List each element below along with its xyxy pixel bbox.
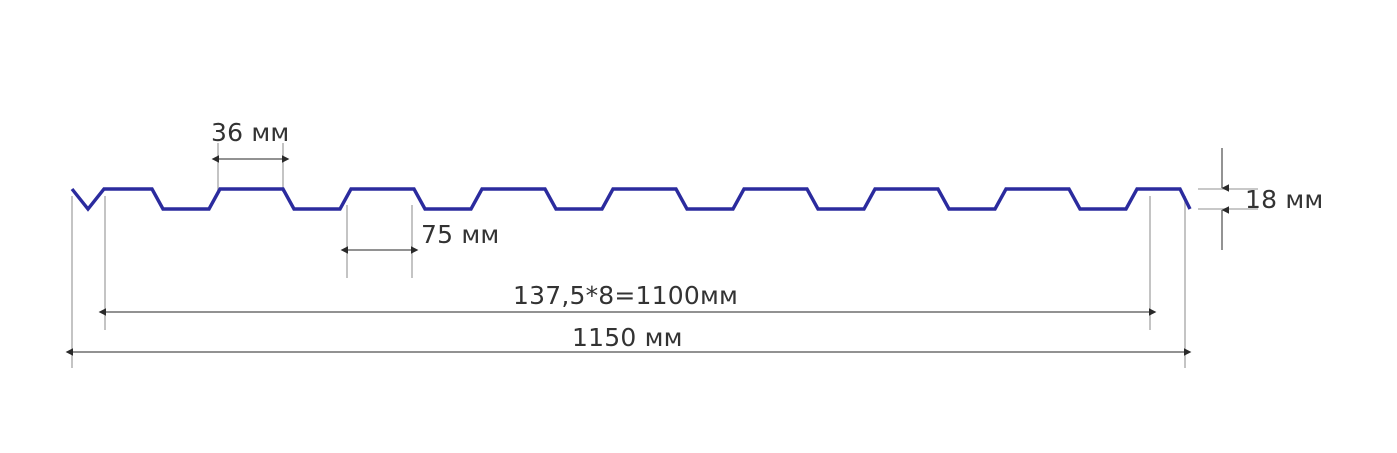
dimension-label-span-total: 137,5*8=1100мм (513, 281, 739, 310)
dimension-label-sheet-width: 1150 мм (572, 323, 683, 352)
corrugated-profile-line (70, 187, 1192, 212)
dimension-label-crest-width: 36 мм (211, 118, 290, 147)
dimension-label-profile-height: 18 мм (1245, 185, 1324, 214)
dimension-lines (65, 148, 1229, 356)
dimension-label-valley-width: 75 мм (421, 220, 500, 249)
